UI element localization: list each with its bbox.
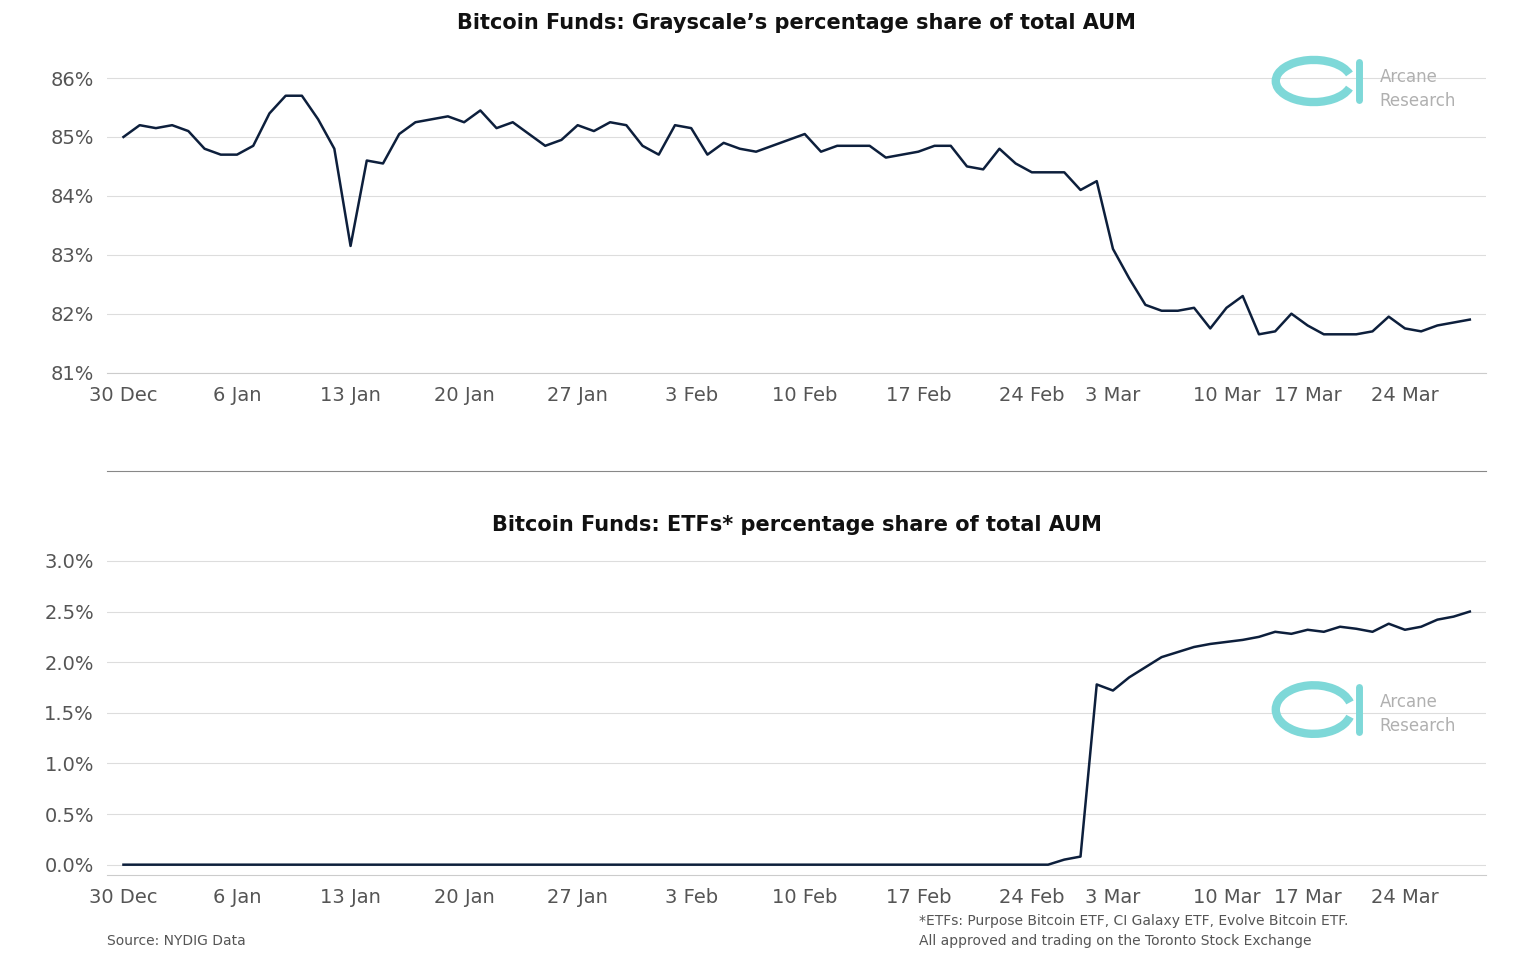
- Title: Bitcoin Funds: Grayscale’s percentage share of total AUM: Bitcoin Funds: Grayscale’s percentage sh…: [457, 14, 1137, 33]
- Text: *ETFs: Purpose Bitcoin ETF, CI Galaxy ETF, Evolve Bitcoin ETF.
All approved and : *ETFs: Purpose Bitcoin ETF, CI Galaxy ET…: [919, 915, 1348, 948]
- Text: Source: NYDIG Data: Source: NYDIG Data: [107, 934, 247, 948]
- Text: Arcane
Research: Arcane Research: [1380, 693, 1457, 735]
- Title: Bitcoin Funds: ETFs* percentage share of total AUM: Bitcoin Funds: ETFs* percentage share of…: [492, 515, 1102, 536]
- Text: Arcane
Research: Arcane Research: [1380, 68, 1457, 110]
